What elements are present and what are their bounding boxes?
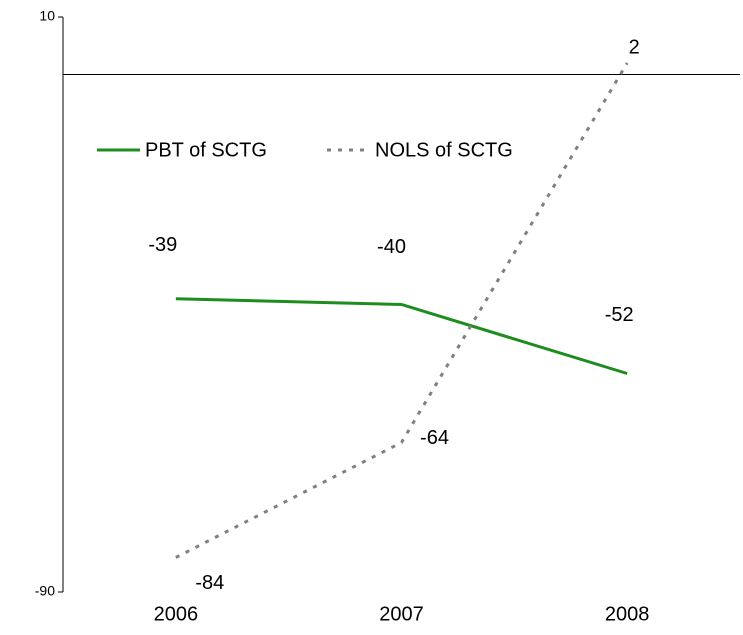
data-label: 2 [629, 36, 640, 58]
y-tick-label: -90 [35, 583, 55, 599]
x-tick-label: 2006 [154, 603, 199, 625]
data-label: -64 [420, 427, 449, 449]
series-line [175, 62, 629, 559]
x-tick-label: 2007 [379, 603, 424, 625]
series-line [175, 297, 628, 375]
legend-label: PBT of SCTG [145, 139, 267, 161]
data-label: -39 [148, 234, 177, 256]
x-tick-label: 2008 [605, 603, 650, 625]
y-tick-label: 10 [39, 8, 55, 24]
data-label: -40 [377, 236, 406, 258]
legend-label: NOLS of SCTG [375, 139, 513, 161]
data-label: -84 [195, 572, 224, 594]
data-label: -52 [605, 304, 634, 326]
